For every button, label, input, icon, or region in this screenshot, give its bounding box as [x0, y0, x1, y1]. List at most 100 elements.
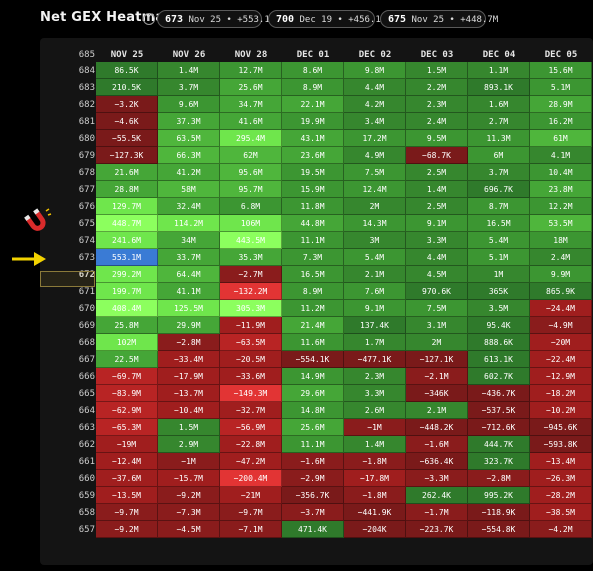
heatmap-cell[interactable]: 2.4M [530, 249, 592, 266]
heatmap-cell[interactable]: 11.3M [468, 130, 530, 147]
heatmap-cell[interactable]: −9.2M [96, 521, 158, 538]
heatmap-cell[interactable]: 2.6M [344, 402, 406, 419]
heatmap-cell[interactable]: 323.7K [468, 453, 530, 470]
heatmap-cell[interactable]: −149.3M [220, 385, 282, 402]
heatmap-cell[interactable]: 11.1M [282, 436, 344, 453]
heatmap-cell[interactable]: −47.2M [220, 453, 282, 470]
heatmap-cell[interactable]: 23.6M [282, 147, 344, 164]
column-header[interactable]: NOV 25 [110, 50, 144, 60]
heatmap-cell[interactable]: 9.8M [344, 62, 406, 79]
heatmap-cell[interactable]: −132.2M [220, 283, 282, 300]
heatmap-cell[interactable]: 102M [96, 334, 158, 351]
heatmap-cell[interactable]: 23.8M [530, 181, 592, 198]
heatmap-cell[interactable]: 66.3M [158, 147, 220, 164]
heatmap-cell[interactable]: 448.7M [96, 215, 158, 232]
heatmap-cell[interactable]: 613.1K [468, 351, 530, 368]
heatmap-cell[interactable]: 4.4M [344, 79, 406, 96]
heatmap-cell[interactable]: −28.2M [530, 487, 592, 504]
heatmap-cell[interactable]: −33.4M [158, 351, 220, 368]
heatmap-cell[interactable]: 5.1M [530, 79, 592, 96]
heatmap-cell[interactable]: 262.4K [406, 487, 468, 504]
heatmap-cell[interactable]: 3.3M [406, 232, 468, 249]
heatmap-cell[interactable]: 95.4K [468, 317, 530, 334]
heatmap-cell[interactable]: 44.8M [282, 215, 344, 232]
heatmap-cell[interactable]: 86.5K [96, 62, 158, 79]
heatmap-cell[interactable]: 14.8M [282, 402, 344, 419]
heatmap-cell[interactable]: −7.1M [220, 521, 282, 538]
heatmap-cell[interactable]: 41.1M [158, 283, 220, 300]
heatmap-cell[interactable]: 11.2M [282, 300, 344, 317]
heatmap-cell[interactable]: −1M [158, 453, 220, 470]
heatmap-cell[interactable]: 865.9K [530, 283, 592, 300]
heatmap-cell[interactable]: 28.9M [530, 96, 592, 113]
heatmap-cell[interactable]: −448.2K [406, 419, 468, 436]
heatmap-cell[interactable]: 7.6M [344, 283, 406, 300]
heatmap-cell[interactable]: −9.7M [220, 504, 282, 521]
heatmap-cell[interactable]: −56.9M [220, 419, 282, 436]
heatmap-cell[interactable]: 241.6M [96, 232, 158, 249]
heatmap-cell[interactable]: 2.1M [406, 402, 468, 419]
heatmap-cell[interactable]: 3.7M [468, 164, 530, 181]
heatmap-cell[interactable]: −68.7K [406, 147, 468, 164]
heatmap-cell[interactable]: −7.3M [158, 504, 220, 521]
heatmap-cell[interactable]: −3.7M [282, 504, 344, 521]
heatmap-cell[interactable]: 9.5M [406, 130, 468, 147]
heatmap-cell[interactable]: −22.4M [530, 351, 592, 368]
heatmap-cell[interactable]: 10.4M [530, 164, 592, 181]
heatmap-cell[interactable]: −37.6M [96, 470, 158, 487]
heatmap-cell[interactable]: −537.5K [468, 402, 530, 419]
heatmap-cell[interactable]: 21.4M [282, 317, 344, 334]
heatmap-cell[interactable]: 2M [344, 198, 406, 215]
heatmap-cell[interactable]: −62.9M [96, 402, 158, 419]
heatmap-cell[interactable]: 9.9M [530, 266, 592, 283]
heatmap-cell[interactable]: −1.6M [406, 436, 468, 453]
heatmap-cell[interactable]: 16.5M [282, 266, 344, 283]
heatmap-cell[interactable]: 3.3M [344, 385, 406, 402]
heatmap-cell[interactable]: 34M [158, 232, 220, 249]
heatmap-cell[interactable]: 5.1M [468, 249, 530, 266]
heatmap-cell[interactable]: 41.6M [220, 113, 282, 130]
heatmap-cell[interactable]: 137.4K [344, 317, 406, 334]
heatmap-cell[interactable]: 12.2M [530, 198, 592, 215]
column-header[interactable]: DEC 02 [358, 50, 392, 60]
heatmap-cell[interactable]: −593.8K [530, 436, 592, 453]
heatmap-cell[interactable]: −436.7K [468, 385, 530, 402]
heatmap-cell[interactable]: −21M [220, 487, 282, 504]
heatmap-cell[interactable]: 106M [220, 215, 282, 232]
heatmap-cell[interactable]: −4.9M [530, 317, 592, 334]
column-header[interactable]: DEC 04 [482, 50, 516, 60]
heatmap-cell[interactable]: −346K [406, 385, 468, 402]
heatmap-cell[interactable]: 63.5M [158, 130, 220, 147]
heatmap-cell[interactable]: −83.9M [96, 385, 158, 402]
heatmap-cell[interactable]: 25.6M [220, 79, 282, 96]
heatmap-cell[interactable]: −127.1K [406, 351, 468, 368]
heatmap-cell[interactable]: 58M [158, 181, 220, 198]
heatmap-cell[interactable]: −3.2K [96, 96, 158, 113]
heatmap-cell[interactable]: 17.2M [344, 130, 406, 147]
heatmap-cell[interactable]: −712.6K [468, 419, 530, 436]
heatmap-cell[interactable]: −4.2M [530, 521, 592, 538]
top-strike-pill-3[interactable]: 675 Nov 25 • +448.7M [380, 10, 498, 28]
heatmap-cell[interactable]: −945.6K [530, 419, 592, 436]
heatmap-cell[interactable]: −554.1K [282, 351, 344, 368]
heatmap-cell[interactable]: 28.8M [96, 181, 158, 198]
heatmap-cell[interactable]: 19.5M [282, 164, 344, 181]
heatmap-cell[interactable]: 35.3M [220, 249, 282, 266]
heatmap-cell[interactable]: −12.4M [96, 453, 158, 470]
heatmap-cell[interactable]: 4.9M [344, 147, 406, 164]
heatmap-cell[interactable]: 62M [220, 147, 282, 164]
heatmap-cell[interactable]: −24.4M [530, 300, 592, 317]
heatmap-cell[interactable]: 15.9M [282, 181, 344, 198]
heatmap-cell[interactable]: 14.9M [282, 368, 344, 385]
heatmap-cell[interactable]: −18.2M [530, 385, 592, 402]
heatmap-cell[interactable]: −127.3K [96, 147, 158, 164]
heatmap-cell[interactable]: 29.6M [282, 385, 344, 402]
heatmap-cell[interactable]: 1.4M [406, 181, 468, 198]
heatmap-cell[interactable]: 129.7M [96, 198, 158, 215]
heatmap-cell[interactable]: 32.4M [158, 198, 220, 215]
heatmap-cell[interactable]: 16.5M [468, 215, 530, 232]
heatmap-cell[interactable]: 5.4M [468, 232, 530, 249]
heatmap-cell[interactable]: 2M [406, 334, 468, 351]
heatmap-cell[interactable]: 2.3M [406, 96, 468, 113]
info-icon[interactable]: i [143, 13, 155, 25]
